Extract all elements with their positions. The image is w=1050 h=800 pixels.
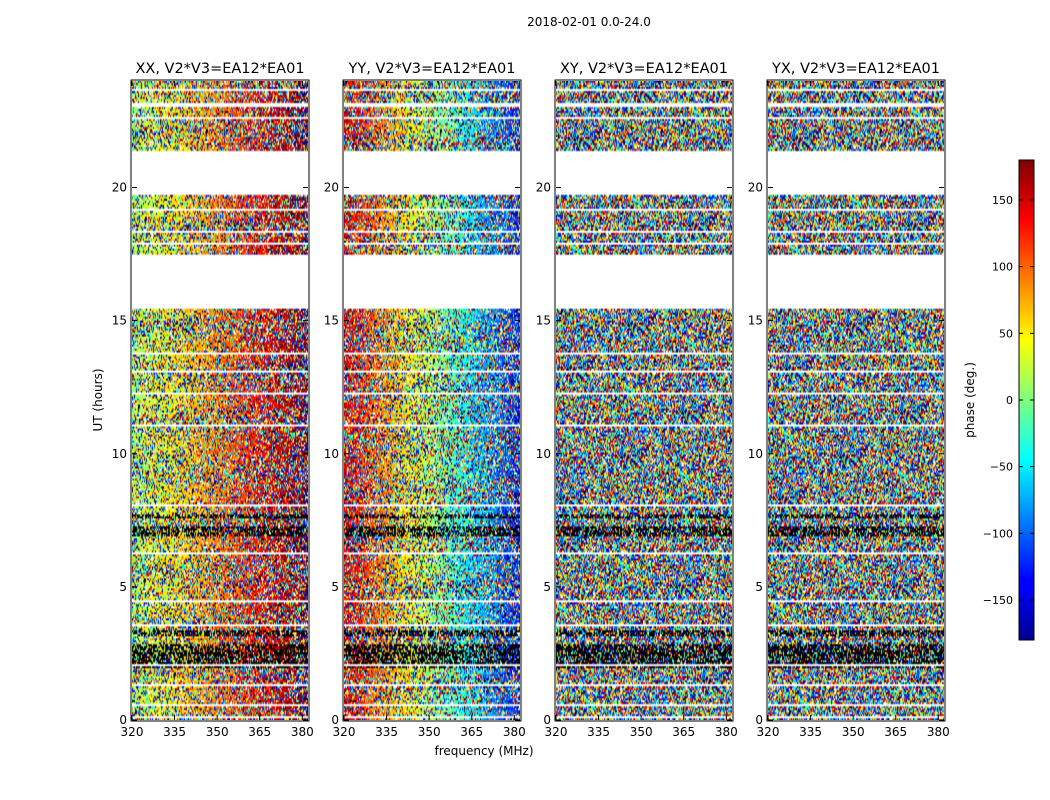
y-axis-yy: 0 5 10 15 20 [324,181,520,727]
y-tick-label: 0 [119,713,127,727]
panel-title-xy: XY, V2*V3=EA12*EA01 [560,61,728,77]
waterfall-image-xx [132,81,308,720]
x-tick-label: 335 [799,725,822,739]
x-axis-yy: 320 335 350 365 380 [333,81,526,739]
panel-yy: YY, V2*V3=EA12*EA01 320 335 350 365 380 0 5 10… [324,61,526,739]
waterfall-image-yy [344,81,520,720]
y-tick-label: 0 [755,713,763,727]
x-tick-label: 365 [248,725,271,739]
colorbar: 150 100 50 0 −50 −100 −150 phase (deg.) [963,159,1035,641]
y-axis-yx: 0 5 10 15 20 [748,181,944,727]
colorbar-tick-label: −100 [983,527,1013,540]
y-tick-label: 0 [331,713,339,727]
x-axis-yx: 320 335 350 365 380 [757,81,950,739]
x-tick-label: 380 [503,725,526,739]
x-tick-label: 365 [460,725,483,739]
colorbar-tick-label: −50 [990,461,1013,474]
y-tick-label: 5 [119,580,127,594]
x-axis-label: frequency (MHz) [434,744,533,758]
panel-xy: XY, V2*V3=EA12*EA01 320 335 350 365 380 0 5 10… [536,61,738,739]
colorbar-ticks: 150 100 50 0 −50 −100 −150 [983,194,1034,607]
x-tick-label: 350 [842,725,865,739]
y-tick-label: 10 [748,447,763,461]
y-tick-label: 0 [543,713,551,727]
panel-title-yy: YY, V2*V3=EA12*EA01 [348,61,516,77]
x-axis-xx: 320 335 350 365 380 [121,81,314,739]
colorbar-tick-label: 50 [999,327,1013,340]
colorbar-tick-label: −150 [983,594,1013,607]
x-axis-xy: 320 335 350 365 380 [545,81,738,739]
panel-title-xx: XX, V2*V3=EA12*EA01 [135,61,304,77]
y-axis-label: UT (hours) [91,368,105,431]
colorbar-label: phase (deg.) [963,362,977,438]
x-tick-label: 335 [163,725,186,739]
figure-suptitle: 2018-02-01 0.0-24.0 [527,15,651,29]
y-tick-label: 5 [543,580,551,594]
y-tick-label: 20 [112,181,127,195]
waterfall-image-xy [556,81,732,720]
y-tick-label: 15 [748,314,763,328]
y-axis-xy: 0 5 10 15 20 [536,181,732,727]
x-tick-label: 380 [715,725,738,739]
y-tick-label: 20 [536,181,551,195]
y-tick-label: 20 [748,181,763,195]
panel-xx: XX, V2*V3=EA12*EA01 320 335 350 365 380 0 5 10… [112,61,314,739]
y-tick-label: 10 [324,447,339,461]
y-tick-label: 15 [536,314,551,328]
y-tick-label: 15 [324,314,339,328]
x-tick-label: 335 [375,725,398,739]
colorbar-tick-label: 100 [992,261,1013,274]
x-tick-label: 380 [291,725,314,739]
panel-yx: YX, V2*V3=EA12*EA01 320 335 350 365 380 0 5 10… [748,61,950,739]
y-axis-xx: 0 5 10 15 20 [112,181,308,727]
y-tick-label: 20 [324,181,339,195]
x-tick-label: 320 [121,725,144,739]
plot-frame-yx [766,79,946,722]
x-tick-label: 335 [587,725,610,739]
x-tick-label: 320 [333,725,356,739]
plot-frame-xx [130,79,310,722]
panel-title-yx: YX, V2*V3=EA12*EA01 [771,61,940,77]
y-tick-label: 10 [112,447,127,461]
x-tick-label: 320 [545,725,568,739]
x-tick-label: 365 [672,725,695,739]
x-tick-label: 350 [418,725,441,739]
x-tick-label: 350 [630,725,653,739]
y-tick-label: 5 [331,580,339,594]
waterfall-image-yx [768,81,944,720]
colorbar-tick-label: 0 [1006,394,1013,407]
x-tick-label: 320 [757,725,780,739]
x-tick-label: 380 [927,725,950,739]
x-tick-label: 350 [206,725,229,739]
colorbar-tick-label: 150 [992,194,1013,207]
x-tick-label: 365 [884,725,907,739]
y-tick-label: 15 [112,314,127,328]
y-tick-label: 5 [755,580,763,594]
y-tick-label: 10 [536,447,551,461]
plot-frame-yy [342,79,522,722]
plot-frame-xy [554,79,734,722]
